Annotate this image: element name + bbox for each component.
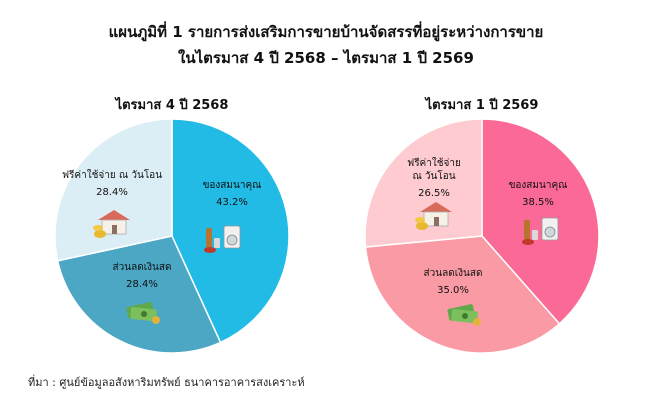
gift-appliances-icon — [204, 225, 241, 253]
pie-1-slice-3-label: ฟรีค่าใช้จ่าย ณ วันโอน — [62, 168, 162, 181]
pie-1-slice-2-value: 28.4% — [126, 279, 158, 290]
house-coins-icon — [93, 210, 130, 238]
pie-2-slice-3-label: ฟรีค่าใช้จ่าย — [407, 157, 461, 169]
pie-1-slice-1-value: 43.2% — [216, 197, 248, 208]
pie-2-slice-3-value: 26.5% — [418, 188, 450, 199]
source-note: ที่มา : ศูนย์ข้อมูลอสังหาริมทรัพย์ ธนาคา… — [28, 376, 305, 389]
pie-2-slice-3-label: ณ วันโอน — [412, 169, 455, 182]
pie-2-slice-1-value: 38.5% — [522, 197, 554, 208]
pie-2-slice-1 — [481, 118, 600, 325]
pie-2-slice-2 — [364, 235, 561, 354]
pie-2-slice-1-label: ของสมนาคุณ — [509, 180, 568, 191]
pie-2-title: ไตรมาส 1 ปี 2569 — [425, 98, 539, 113]
pie-1-slice-3 — [54, 118, 173, 262]
pie-1-slice-2 — [56, 235, 222, 354]
pie-2-slice-2-value: 35.0% — [437, 285, 469, 296]
pie-1-slice-3-value: 28.4% — [96, 187, 128, 198]
cash-money-icon — [447, 304, 481, 326]
pie-2-slice-2-label: ส่วนลดเงินสด — [424, 268, 483, 279]
pie-1-title: ไตรมาส 4 ปี 2568 — [115, 98, 229, 113]
chart-title-line-1: แผนภูมิที่ 1 รายการส่งเสริมการขายบ้านจัด… — [108, 23, 544, 41]
gift-appliances-icon — [522, 217, 559, 245]
house-coins-icon — [415, 202, 452, 230]
pie-1-slice-2-label: ส่วนลดเงินสด — [113, 262, 172, 273]
pie-1-slice-1-label: ของสมนาคุณ — [203, 180, 262, 191]
cash-money-icon — [126, 302, 160, 324]
chart-title-line-2: ในไตรมาส 4 ปี 2568 – ไตรมาส 1 ปี 2569 — [178, 49, 474, 67]
pie-2-slice-3 — [364, 118, 483, 248]
